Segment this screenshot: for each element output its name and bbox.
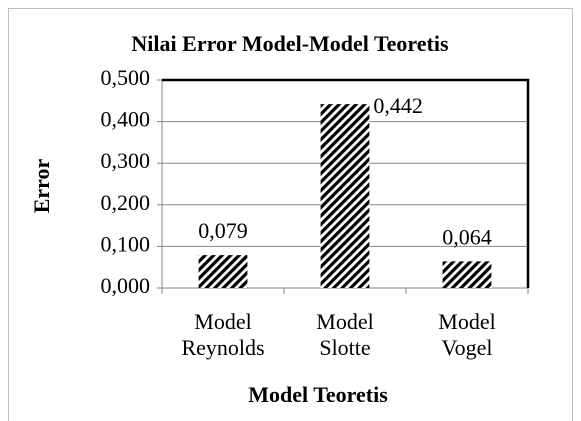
y-tick-label: 0,200 (101, 190, 151, 215)
bar (442, 261, 492, 288)
data-label: 0,442 (373, 93, 423, 118)
y-tick-label: 0,500 (101, 65, 151, 90)
data-label: 0,064 (442, 224, 492, 249)
data-label: 0,079 (198, 218, 248, 243)
x-tick-label: Model Slotte (316, 309, 373, 360)
y-tick-label: 0,000 (101, 273, 151, 298)
y-tick-label: 0,100 (101, 231, 151, 256)
chart-frame (8, 8, 573, 421)
y-tick-label: 0,300 (101, 148, 151, 173)
y-axis-label: Error (29, 158, 54, 213)
bar (198, 255, 248, 288)
x-tick-label: Model Vogel (438, 309, 495, 360)
x-tick-label: Model Reynolds (181, 309, 264, 360)
bar (320, 104, 370, 289)
x-axis-label: Model Teoretis (248, 382, 388, 407)
y-tick-label: 0,400 (101, 107, 151, 132)
plot-border (162, 78, 530, 288)
chart-title: Nilai Error Model-Model Teoretis (131, 31, 449, 56)
